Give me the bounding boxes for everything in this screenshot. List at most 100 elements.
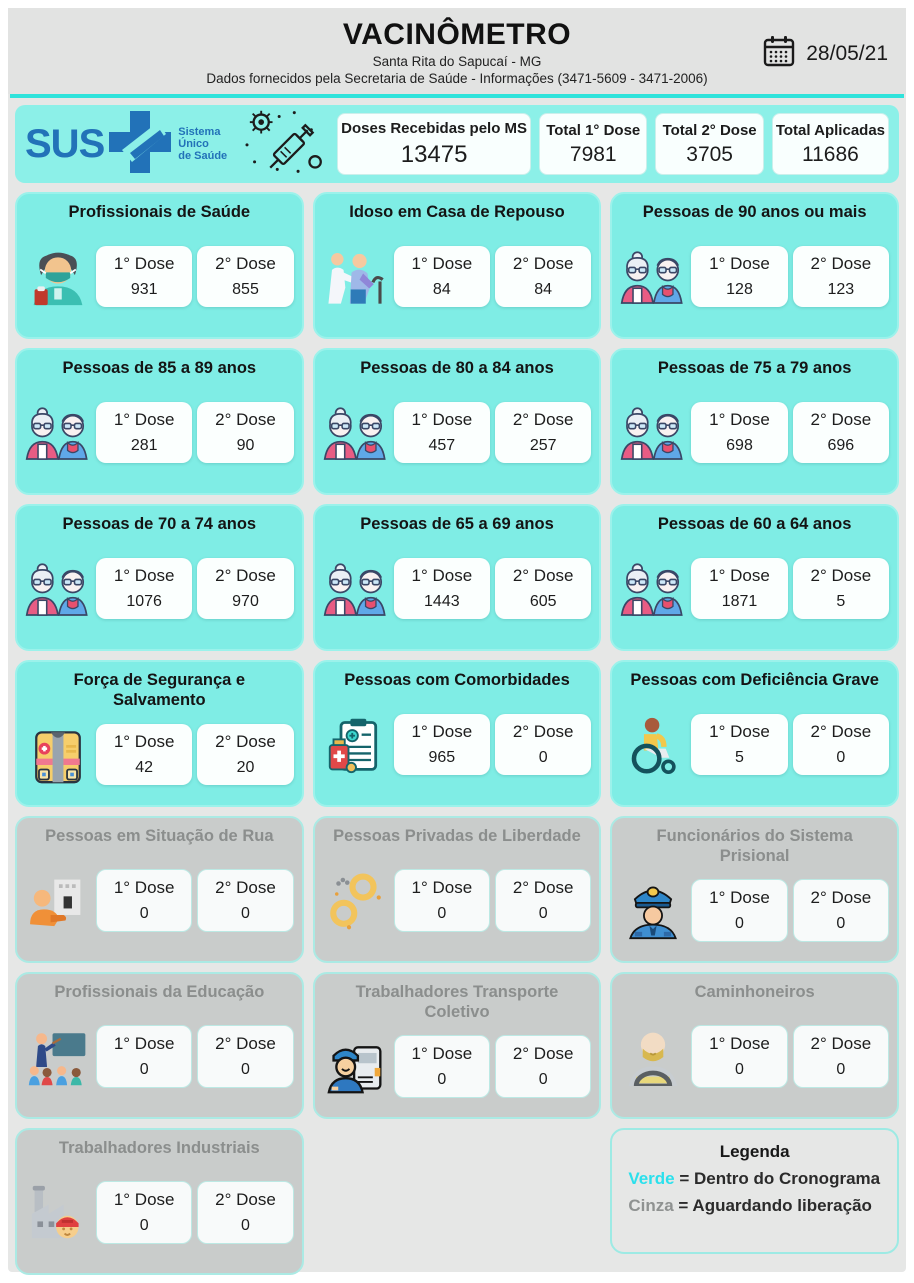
stat-doses-recebidas: Doses Recebidas pelo MS 13475 [337, 113, 532, 175]
first-dose-label: 1° Dose [113, 1190, 175, 1210]
first-dose-value: 128 [726, 281, 753, 299]
vaccine-card: Pessoas de 80 a 84 anos 1° Dose 457 2° D… [312, 348, 602, 495]
first-dose-label: 1° Dose [709, 1034, 770, 1054]
second-dose-value: 257 [529, 437, 557, 455]
card-body: 1° Dose 0 2° Dose 0 [25, 1007, 294, 1107]
safety-vest-icon [25, 726, 91, 784]
card-title: Pessoas de 65 a 69 anos [360, 515, 554, 533]
vaccine-card: Pessoas de 85 a 89 anos 1° Dose 281 2° D… [15, 348, 304, 495]
card-title: Profissionais de Saúde [68, 203, 251, 221]
vacinometro-dashboard: VACINÔMETRO Santa Rita do Sapucaí - MG D… [8, 8, 906, 1275]
second-dose-label: 2° Dose [215, 566, 276, 586]
card-body: 1° Dose 1076 2° Dose 970 [25, 539, 294, 639]
second-dose-box: 2° Dose 0 [792, 879, 889, 943]
second-dose-label: 2° Dose [512, 254, 574, 274]
first-dose-value: 0 [437, 1071, 447, 1089]
first-dose-label: 1° Dose [709, 722, 770, 742]
card-body: 1° Dose 457 2° Dose 257 [323, 383, 592, 483]
first-dose-box: 1° Dose 128 [691, 246, 788, 308]
vaccine-card: Pessoas com Deficiência Grave 1° Dose 5 … [610, 660, 899, 807]
first-dose-label: 1° Dose [709, 566, 770, 586]
stat-value: 7981 [569, 142, 617, 166]
second-dose-label: 2° Dose [512, 878, 574, 898]
first-dose-box: 1° Dose 0 [691, 1025, 788, 1089]
second-dose-value: 0 [538, 1071, 548, 1089]
second-dose-label: 2° Dose [215, 410, 276, 430]
second-dose-value: 0 [836, 749, 846, 767]
vaccine-card: Trabalhadores Industriais 1° Dose 0 2° D… [15, 1128, 304, 1275]
card-title: Força de Segurança e Salvamento [73, 671, 246, 709]
first-dose-box: 1° Dose 281 [96, 402, 193, 464]
card-title: Pessoas Privadas de Liberdade [333, 827, 581, 845]
first-dose-box: 1° Dose 457 [393, 402, 490, 464]
report-date: 28/05/21 [806, 41, 888, 65]
second-dose-label: 2° Dose [512, 1044, 574, 1064]
second-dose-box: 2° Dose 257 [495, 402, 592, 464]
first-dose-value: 0 [735, 915, 744, 933]
first-dose-value: 1871 [721, 593, 758, 611]
stat-label: Total 1° Dose [546, 121, 641, 139]
legend-term-verde: Verde [628, 1169, 675, 1188]
vaccine-card: Profissionais da Educação 1° Dose 0 2° D… [15, 972, 304, 1119]
first-dose-box: 1° Dose 84 [393, 246, 490, 308]
second-dose-box: 2° Dose 970 [197, 558, 294, 620]
second-dose-label: 2° Dose [215, 254, 276, 274]
stat-label: Total Aplicadas [775, 121, 886, 139]
card-title: Caminhoneiros [694, 983, 815, 1001]
card-title: Pessoas de 80 a 84 anos [360, 359, 554, 377]
second-dose-box: 2° Dose 0 [495, 714, 592, 776]
stat-total-dose1: Total 1° Dose 7981 [539, 113, 648, 175]
card-title: Trabalhadores Transporte Coletivo [355, 983, 559, 1021]
second-dose-value: 0 [241, 905, 250, 923]
second-dose-label: 2° Dose [810, 1034, 872, 1054]
first-dose-box: 1° Dose 5 [691, 714, 788, 776]
stat-value: 11686 [801, 142, 859, 166]
first-dose-label: 1° Dose [411, 878, 473, 898]
legend-card: Legenda Verde = Dentro do Cronograma Cin… [610, 1128, 899, 1254]
vaccine-card: Pessoas de 65 a 69 anos 1° Dose 1443 2° … [312, 504, 602, 651]
stat-total-aplicadas: Total Aplicadas 11686 [771, 113, 890, 175]
card-body: 1° Dose 128 2° Dose 123 [620, 227, 889, 327]
stat-value: 3705 [686, 142, 733, 166]
first-dose-box: 1° Dose 42 [96, 724, 193, 786]
first-dose-box: 1° Dose 0 [691, 879, 788, 943]
syringe-virus-icon [239, 107, 325, 182]
first-dose-value: 0 [139, 1061, 149, 1079]
second-dose-value: 0 [241, 1061, 250, 1079]
vaccine-card: Pessoas de 75 a 79 anos 1° Dose 698 2° D… [610, 348, 899, 495]
first-dose-box: 1° Dose 0 [393, 1035, 490, 1099]
card-title: Trabalhadores Industriais [58, 1139, 260, 1157]
first-dose-label: 1° Dose [709, 888, 770, 908]
card-title: Pessoas com Deficiência Grave [630, 671, 879, 689]
first-dose-value: 0 [139, 1217, 149, 1235]
second-dose-box: 2° Dose 605 [495, 558, 592, 620]
sus-logo: SUS Sistema Único de Saúde [25, 110, 227, 179]
first-dose-box: 1° Dose 0 [96, 869, 193, 933]
first-dose-value: 0 [139, 905, 149, 923]
first-dose-label: 1° Dose [411, 254, 473, 274]
second-dose-box: 2° Dose 20 [197, 724, 294, 786]
first-dose-label: 1° Dose [411, 566, 473, 586]
second-dose-label: 2° Dose [512, 722, 574, 742]
header: VACINÔMETRO Santa Rita do Sapucaí - MG D… [8, 8, 906, 94]
card-body: 1° Dose 1443 2° Dose 605 [323, 539, 592, 639]
legend-term-cinza: Cinza [628, 1196, 674, 1215]
second-dose-value: 0 [836, 915, 846, 933]
card-title: Pessoas de 90 anos ou mais [642, 203, 867, 221]
first-dose-label: 1° Dose [113, 732, 175, 752]
second-dose-value: 0 [538, 905, 548, 923]
city-subtitle: Santa Rita do Sapucaí - MG [372, 54, 542, 69]
second-dose-box: 2° Dose 5 [792, 558, 889, 620]
page-title: VACINÔMETRO [342, 18, 572, 51]
second-dose-value: 696 [827, 437, 855, 455]
first-dose-box: 1° Dose 965 [393, 714, 490, 776]
card-body: 1° Dose 0 2° Dose 0 [323, 1027, 592, 1107]
second-dose-label: 2° Dose [810, 888, 872, 908]
legend-item-verde: Verde = Dentro do Cronograma [628, 1169, 881, 1189]
sus-cross-icon [106, 110, 174, 179]
second-dose-label: 2° Dose [810, 254, 872, 274]
second-dose-value: 0 [538, 749, 548, 767]
legend-desc-cinza: = Aguardando liberação [678, 1196, 872, 1215]
elderly-couple-icon [323, 560, 389, 618]
card-title: Pessoas de 75 a 79 anos [657, 359, 852, 377]
